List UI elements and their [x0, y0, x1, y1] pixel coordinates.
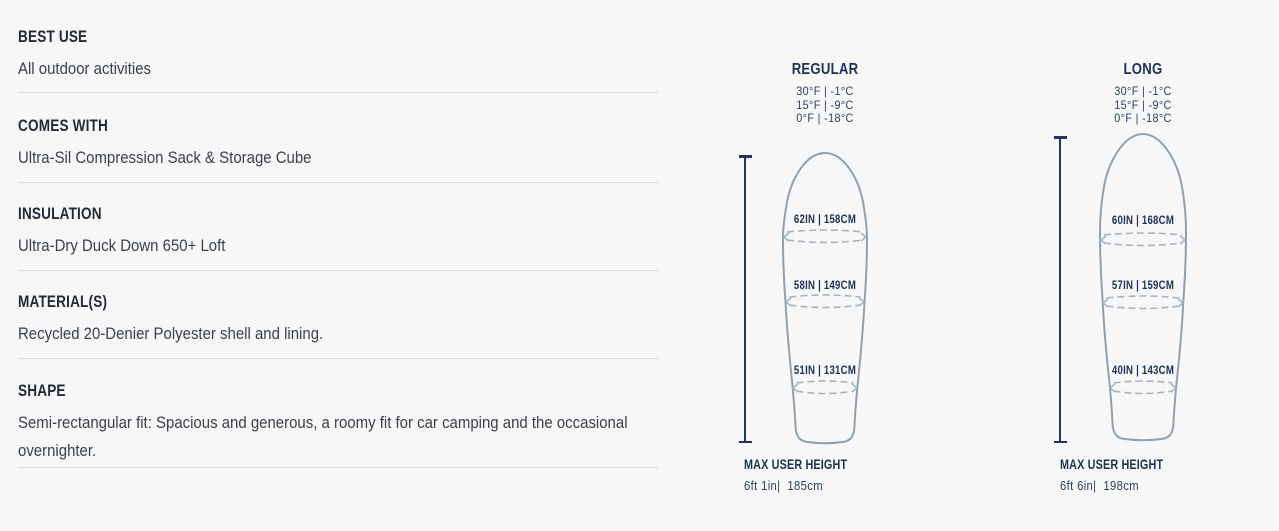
- spec-value: All outdoor activities: [18, 59, 152, 78]
- girth-measurement: 62IN | 158CM: [793, 212, 857, 226]
- spec-value: Ultra-Sil Compression Sack & Storage Cub…: [18, 148, 312, 167]
- max-user-height-value: 6ft 6in| 198cm: [1060, 479, 1139, 493]
- girth-arrow-right-icon: [851, 383, 859, 393]
- spec-section-insulation: INSULATION Ultra-Dry Duck Down 650+ Loft: [18, 204, 718, 260]
- temp-rating: 0°F | -18°C: [796, 111, 854, 125]
- sleeping-bag-outline: [1099, 133, 1187, 442]
- girth-arrow-right-icon: [860, 232, 868, 242]
- height-measure-line: [738, 155, 752, 443]
- spec-label: SHAPE: [18, 381, 66, 400]
- temp-rating: 0°F | -18°C: [1114, 111, 1172, 125]
- spec-section-comes-with: COMES WITH Ultra-Sil Compression Sack & …: [18, 116, 718, 172]
- girth-line-middle: [784, 294, 866, 309]
- max-user-height-label: MAX USER HEIGHT: [744, 457, 848, 472]
- girth-measurement: 58IN | 149CM: [793, 278, 857, 292]
- size-header: REGULAR 30°F | -1°C 15°F | -9°C 0°F | -1…: [774, 61, 876, 126]
- spec-value: Ultra-Dry Duck Down 650+ Loft: [18, 236, 226, 255]
- girth-arrow-right-icon: [1177, 298, 1185, 308]
- girth-measurement: 60IN | 168CM: [1111, 213, 1175, 227]
- girth-arrow-right-icon: [858, 297, 866, 307]
- spec-label: INSULATION: [18, 204, 102, 223]
- girth-line-middle: [1101, 295, 1185, 310]
- sleeping-bag-diagram: [782, 152, 868, 445]
- girth-arrow-right-icon: [1170, 383, 1178, 393]
- temperature-ratings: 30°F | -1°C 15°F | -9°C 0°F | -18°C: [1092, 84, 1194, 126]
- spec-section-best-use: BEST USE All outdoor activities: [18, 27, 718, 83]
- girth-arrow-left-icon: [1101, 298, 1109, 308]
- sleeping-bag-diagram: [1099, 133, 1187, 442]
- size-header: LONG 30°F | -1°C 15°F | -9°C 0°F | -18°C: [1092, 61, 1194, 126]
- sleeping-bag-outline: [782, 152, 868, 445]
- max-user-height-label: MAX USER HEIGHT: [1060, 457, 1164, 472]
- spec-section-materials: MATERIAL(S) Recycled 20-Denier Polyester…: [18, 292, 718, 348]
- girth-arrow-left-icon: [1099, 235, 1107, 245]
- girth-line-lower: [791, 380, 859, 395]
- divider: [18, 467, 658, 468]
- girth-line-upper: [1099, 232, 1187, 247]
- girth-measurement: 40IN | 143CM: [1111, 363, 1175, 377]
- max-user-height: MAX USER HEIGHT 6ft 1in| 185cm: [744, 457, 873, 493]
- temp-rating: 30°F | -1°C: [1114, 84, 1172, 98]
- divider: [18, 358, 658, 359]
- spec-label: COMES WITH: [18, 116, 108, 135]
- spec-section-shape: SHAPE Semi-rectangular fit: Spacious and…: [18, 381, 718, 465]
- girth-arrow-left-icon: [784, 297, 792, 307]
- girth-arrow-right-icon: [1179, 235, 1187, 245]
- spec-value: Semi-rectangular fit: Spacious and gener…: [18, 413, 628, 460]
- divider: [18, 92, 658, 93]
- temp-rating: 15°F | -9°C: [1114, 97, 1172, 112]
- girth-arrow-left-icon: [791, 383, 799, 393]
- size-name: LONG: [1123, 61, 1163, 78]
- max-user-height: MAX USER HEIGHT 6ft 6in| 198cm: [1060, 457, 1189, 493]
- girth-line-upper: [782, 229, 868, 244]
- girth-arrow-left-icon: [1108, 383, 1116, 393]
- divider: [18, 270, 658, 271]
- spec-value: Recycled 20-Denier Polyester shell and l…: [18, 324, 324, 343]
- temp-rating: 30°F | -1°C: [796, 84, 854, 98]
- temperature-ratings: 30°F | -1°C 15°F | -9°C 0°F | -18°C: [774, 84, 876, 126]
- girth-measurement: 57IN | 159CM: [1111, 278, 1175, 292]
- girth-arrow-left-icon: [782, 232, 790, 242]
- temp-rating: 15°F | -9°C: [796, 97, 854, 112]
- girth-line-lower: [1108, 380, 1178, 395]
- spec-label: BEST USE: [18, 27, 88, 46]
- divider: [18, 182, 658, 183]
- girth-measurement: 51IN | 131CM: [793, 363, 857, 377]
- size-name: REGULAR: [791, 61, 859, 78]
- max-user-height-value: 6ft 1in| 185cm: [744, 479, 823, 493]
- spec-label: MATERIAL(S): [18, 292, 108, 311]
- height-measure-line: [1053, 136, 1067, 443]
